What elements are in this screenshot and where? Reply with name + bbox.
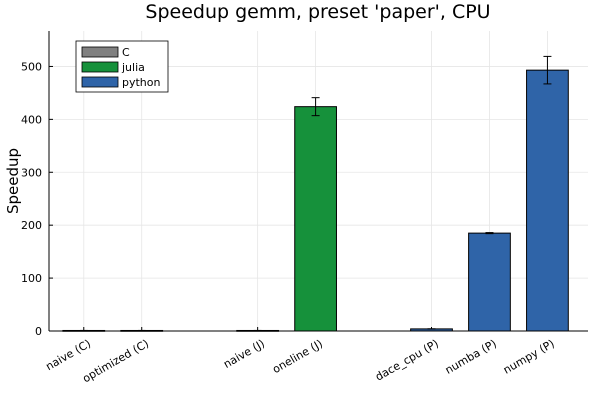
legend-label-C: C	[122, 46, 130, 59]
y-tick-label: 0	[35, 325, 42, 338]
bar-julia	[294, 106, 337, 332]
y-tick-label: 400	[21, 113, 42, 126]
x-tick-label: naive (J)	[221, 337, 267, 371]
legend-swatch-C	[81, 46, 119, 58]
x-tick-label: numba (P)	[443, 337, 499, 377]
y-tick-label: 300	[21, 166, 42, 179]
x-tick-labels: naive (C)optimized (C) naive (J) oneline (…	[43, 337, 556, 385]
y-tick-label: 200	[21, 219, 42, 232]
bar-python	[526, 69, 569, 332]
y-tick-label: 500	[21, 60, 42, 73]
x-tick-label: dace_cpu (P)	[373, 337, 441, 384]
legend-swatch-python	[81, 76, 119, 88]
y-tick-label: 100	[21, 272, 42, 285]
chart-title: Speedup gemm, preset 'paper', CPU	[145, 1, 490, 23]
axes-layer	[48, 31, 588, 332]
x-tick-label: optimized (C)	[80, 337, 151, 385]
x-tick-label: oneline (J)	[270, 337, 325, 376]
legend-swatch-julia	[81, 61, 119, 73]
legend-label-julia: julia	[121, 61, 145, 74]
y-axis-label: Speedup	[4, 148, 22, 214]
legend-label-python: python	[122, 76, 161, 89]
y-tick-labels: 0 100 200 300 400 500	[21, 60, 42, 338]
bars-layer	[62, 55, 569, 332]
x-tick-label: numpy (P)	[501, 337, 557, 377]
x-tick-label: naive (C)	[43, 337, 93, 373]
bar-python	[468, 232, 511, 332]
